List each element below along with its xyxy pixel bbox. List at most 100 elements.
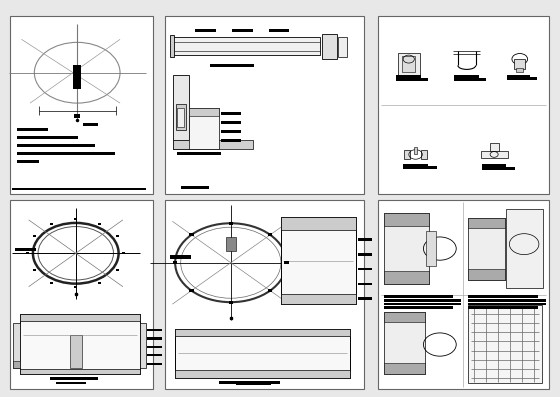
Bar: [468, 299, 546, 302]
Bar: [284, 261, 289, 264]
Bar: [507, 75, 530, 77]
Bar: [173, 261, 178, 264]
Bar: [83, 123, 99, 126]
Bar: [20, 369, 140, 374]
Bar: [322, 34, 337, 58]
Bar: [147, 354, 162, 357]
Bar: [74, 114, 80, 118]
Bar: [32, 269, 36, 272]
Bar: [358, 239, 372, 241]
Bar: [189, 289, 194, 292]
Bar: [98, 281, 101, 284]
Bar: [455, 78, 486, 81]
Bar: [175, 104, 186, 131]
Bar: [358, 297, 372, 300]
Bar: [170, 255, 191, 259]
Bar: [384, 295, 453, 298]
Bar: [17, 128, 48, 131]
Bar: [468, 306, 538, 309]
Bar: [228, 301, 233, 304]
Bar: [147, 362, 162, 365]
Bar: [281, 294, 356, 304]
Bar: [358, 253, 372, 256]
Bar: [482, 167, 515, 170]
Bar: [195, 29, 216, 32]
Bar: [175, 329, 350, 378]
Bar: [468, 303, 546, 305]
Bar: [181, 186, 209, 189]
Bar: [468, 304, 542, 383]
Bar: [221, 121, 241, 124]
Bar: [177, 108, 184, 127]
Bar: [175, 370, 350, 378]
Bar: [226, 237, 236, 251]
Bar: [384, 312, 424, 374]
Bar: [56, 382, 86, 384]
Bar: [384, 363, 424, 374]
Bar: [17, 152, 115, 155]
Bar: [506, 209, 543, 289]
Bar: [50, 377, 98, 380]
Bar: [219, 381, 280, 384]
Bar: [98, 223, 101, 225]
Bar: [175, 329, 350, 336]
Bar: [17, 144, 95, 147]
Bar: [232, 29, 253, 32]
Bar: [13, 361, 20, 368]
Bar: [396, 78, 428, 81]
Bar: [116, 235, 119, 237]
Bar: [189, 108, 220, 149]
Bar: [489, 143, 498, 151]
Bar: [468, 269, 505, 279]
Bar: [15, 248, 36, 251]
Bar: [189, 233, 194, 236]
Bar: [189, 108, 220, 116]
Bar: [514, 59, 525, 69]
Bar: [378, 200, 549, 389]
Bar: [414, 146, 417, 154]
Bar: [170, 35, 174, 57]
Bar: [384, 306, 453, 309]
Bar: [140, 323, 146, 368]
Bar: [281, 218, 356, 231]
Bar: [221, 112, 241, 115]
Bar: [396, 75, 421, 78]
Bar: [236, 382, 272, 385]
Bar: [507, 77, 536, 80]
Bar: [71, 335, 82, 368]
Bar: [165, 200, 364, 389]
Bar: [13, 323, 20, 368]
Bar: [384, 271, 429, 284]
Bar: [73, 65, 81, 89]
Bar: [384, 299, 461, 302]
Bar: [50, 281, 53, 284]
Bar: [403, 166, 437, 169]
Bar: [210, 64, 254, 67]
Bar: [26, 252, 30, 254]
Bar: [384, 303, 461, 305]
Bar: [404, 150, 410, 159]
Bar: [147, 346, 162, 348]
Bar: [516, 68, 523, 72]
Bar: [378, 16, 549, 194]
Bar: [384, 213, 429, 284]
Bar: [455, 75, 479, 78]
Bar: [468, 295, 538, 298]
Bar: [403, 164, 428, 166]
Bar: [468, 218, 505, 228]
Bar: [10, 200, 153, 389]
Bar: [402, 56, 416, 72]
Bar: [74, 286, 77, 289]
Bar: [17, 136, 78, 139]
Bar: [358, 268, 372, 270]
Bar: [269, 29, 290, 32]
Bar: [173, 140, 189, 149]
Bar: [281, 218, 356, 304]
Bar: [74, 218, 77, 220]
Bar: [482, 164, 506, 167]
Bar: [173, 37, 320, 55]
Bar: [173, 140, 253, 149]
Bar: [228, 222, 233, 225]
Bar: [177, 152, 221, 155]
Bar: [116, 269, 119, 272]
